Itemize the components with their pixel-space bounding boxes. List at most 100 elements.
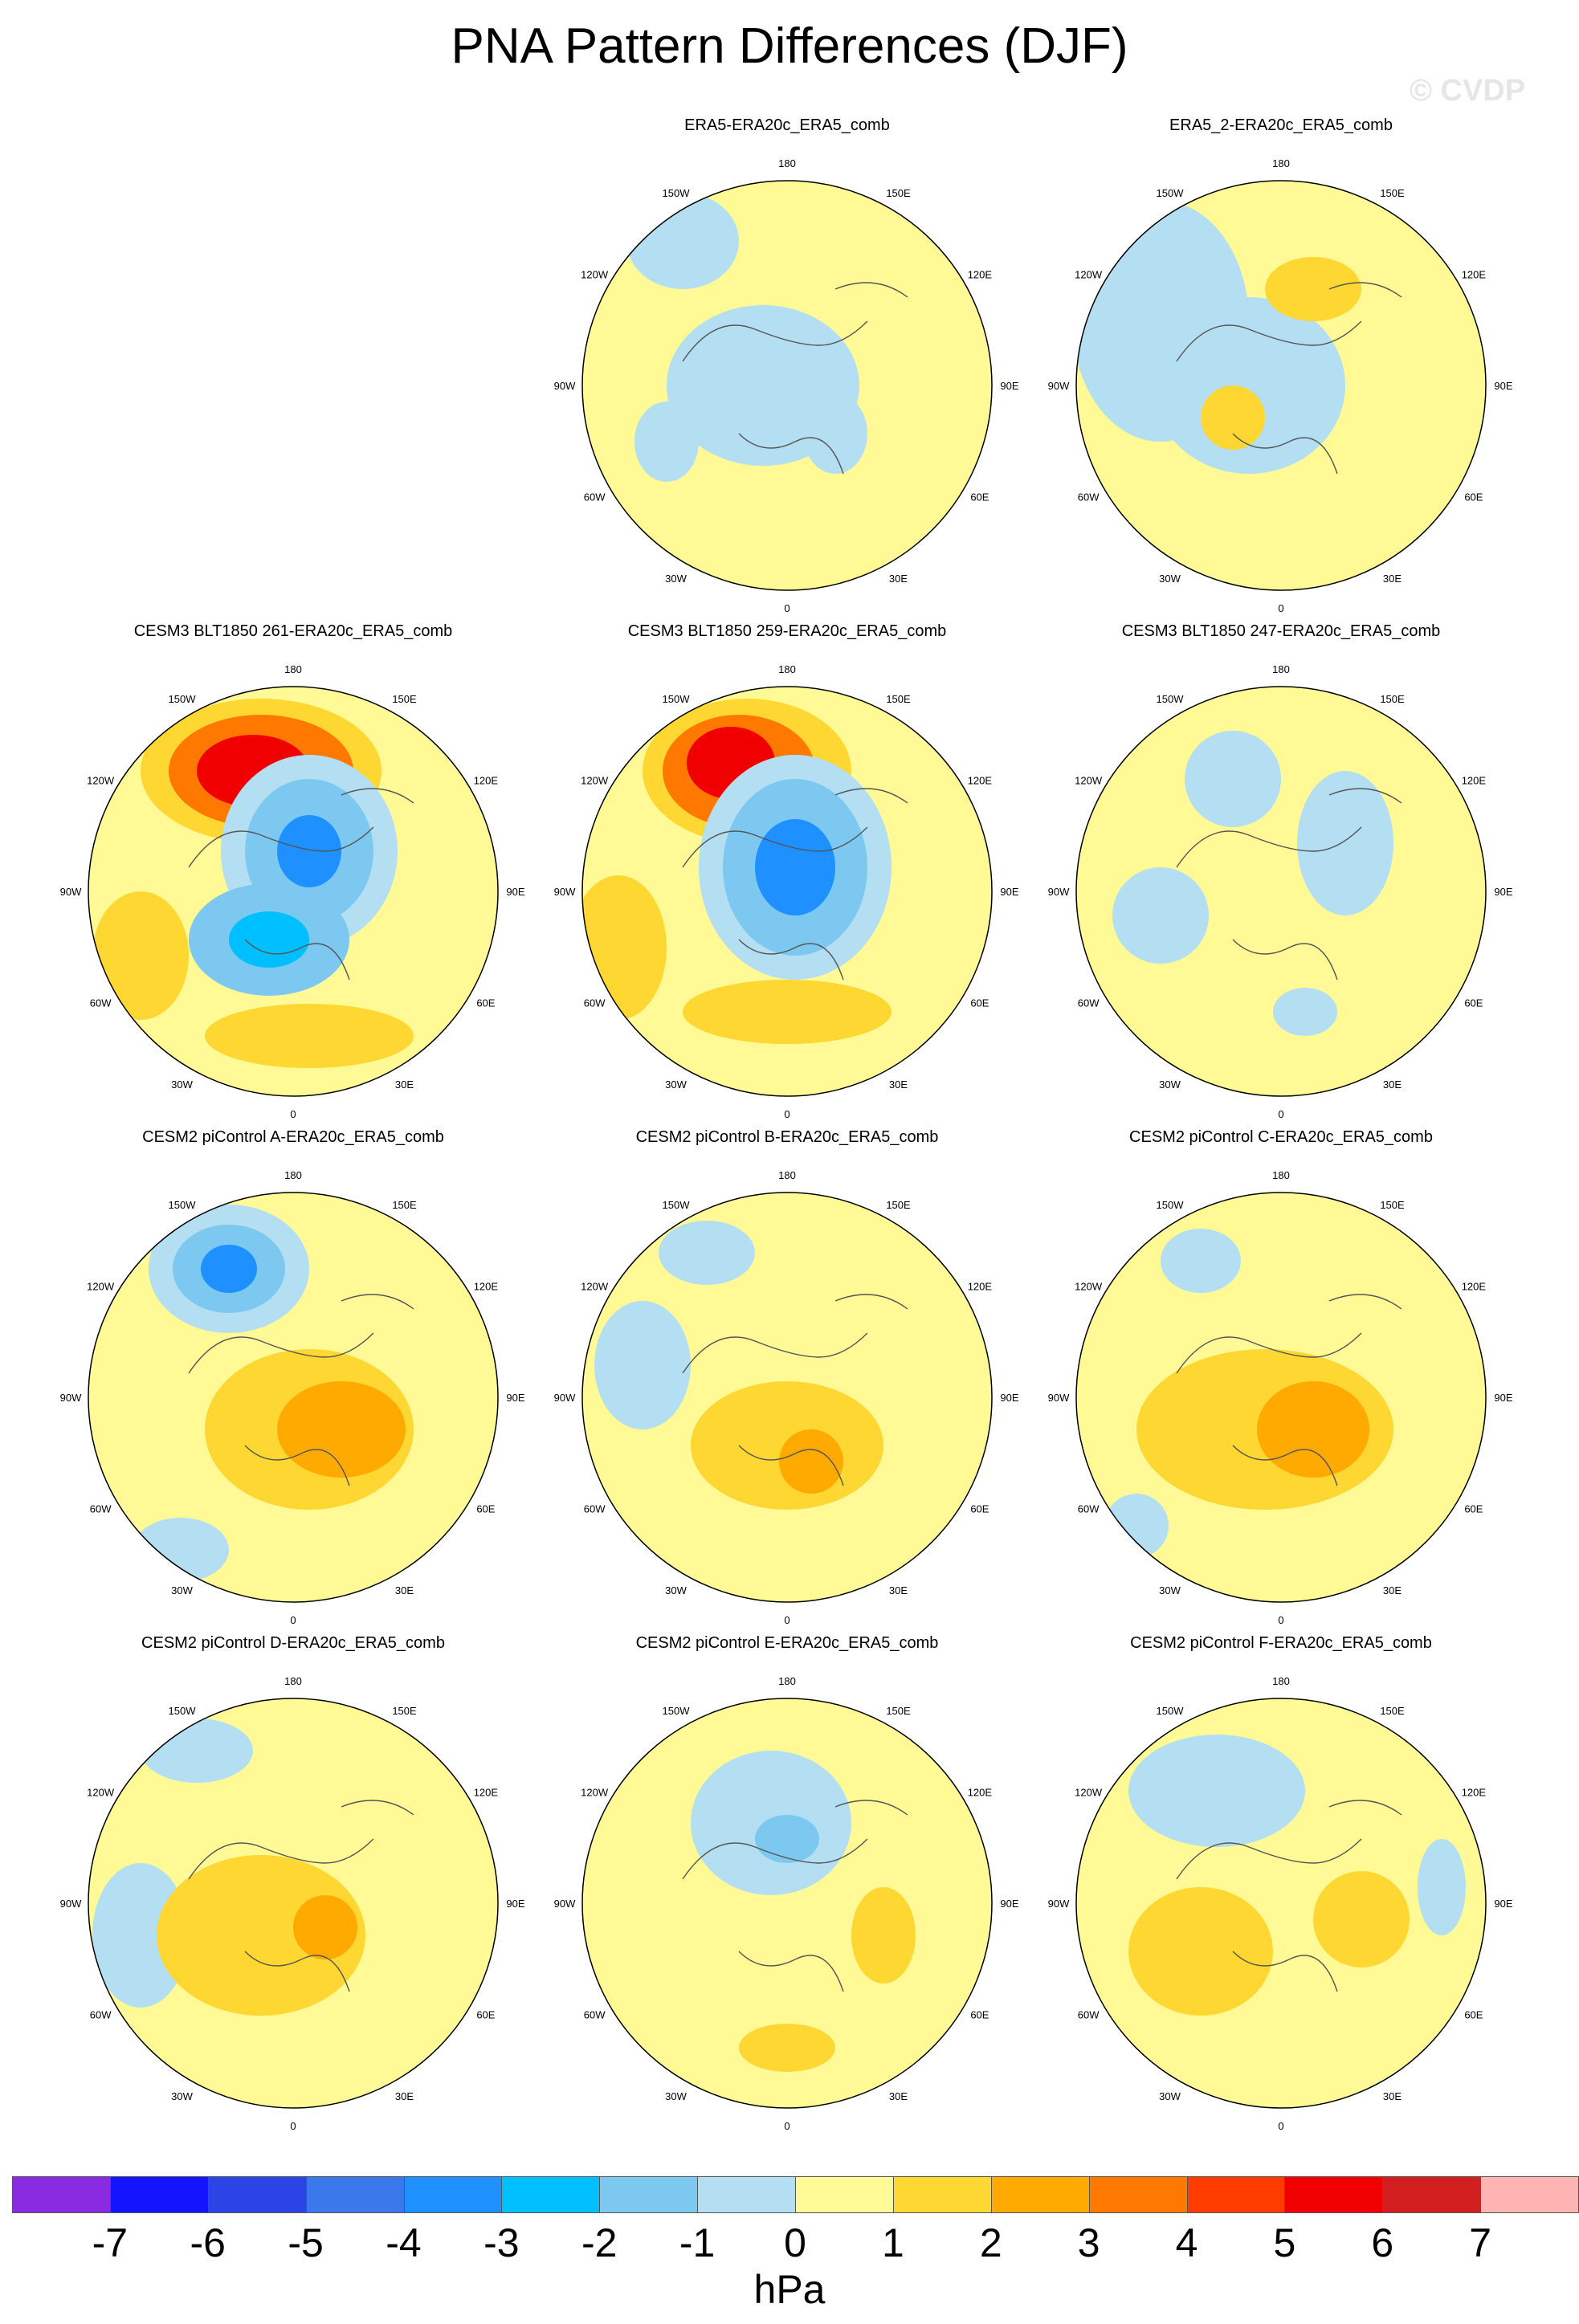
polar-map: 180 150E 120E 90E 60E 30E 0 30W 60W 90W 120W 150W [554, 1675, 1019, 2132]
polar-map: 180 150E 120E 90E 60E 30E 0 30W 60W 90W 120W 150W [60, 1675, 525, 2132]
anomaly-contour [803, 393, 867, 474]
polar-map: 180 150E 120E 90E 60E 30E 0 30W 60W 90W 120W 150W [1048, 663, 1513, 1120]
anomaly-contour [1418, 1839, 1466, 1935]
longitude-label: 60W [584, 491, 606, 504]
longitude-label: 30W [1159, 1584, 1181, 1596]
longitude-label: 150W [663, 1199, 691, 1211]
longitude-label: 150E [1380, 1199, 1405, 1211]
polar-map: 180 150E 120E 90E 60E 30E 0 30W 60W 90W 120W 150W [1048, 157, 1513, 614]
colorbar-swatch [990, 2176, 1090, 2213]
panel-title: CESM3 BLT1850 259-ERA20c_ERA5_comb [627, 622, 947, 640]
map-border [88, 1698, 499, 2109]
longitude-label: 60W [1078, 491, 1100, 504]
longitude-label: 90E [1000, 380, 1018, 392]
anomaly-contour [229, 911, 309, 968]
longitude-label: 60E [970, 1503, 989, 1515]
longitude-label: 150E [886, 693, 911, 705]
longitude-label: 60E [1464, 997, 1483, 1009]
longitude-label: 150W [1157, 187, 1185, 199]
map-panel: CESM2 piControl C-ERA20c_ERA5_comb 180 150… [1024, 1128, 1538, 1642]
longitude-label: 120W [581, 269, 609, 281]
polar-map: 180 150E 120E 90E 60E 30E 0 30W 60W 90W 120W 150W [1048, 1675, 1513, 2132]
colorbar-tick-label: -2 [581, 2220, 618, 2265]
panel-title: CESM2 piControl D-ERA20c_ERA5_comb [141, 1634, 445, 1652]
longitude-label: 150E [886, 187, 911, 199]
longitude-label: 120W [581, 1787, 609, 1799]
longitude-label: 0 [290, 2120, 296, 2132]
longitude-label: 150E [392, 1199, 417, 1211]
colorbar-swatch [1382, 2176, 1482, 2213]
longitude-label: 30W [1159, 573, 1181, 585]
longitude-label: 180 [778, 1169, 796, 1181]
colorbar-tick-label: 4 [1175, 2220, 1198, 2265]
longitude-label: 0 [784, 602, 790, 614]
longitude-label: 90E [1494, 1898, 1512, 1910]
longitude-label: 150W [1157, 693, 1185, 705]
longitude-label: 90E [1494, 380, 1512, 392]
longitude-label: 120E [968, 269, 993, 281]
watermark: © CVDP [1410, 74, 1526, 108]
longitude-label: 90E [1000, 886, 1018, 898]
colorbar-tick-label: 6 [1371, 2220, 1394, 2265]
longitude-label: 90W [554, 1898, 576, 1910]
longitude-label: 60E [970, 997, 989, 1009]
panel-title: CESM2 piControl A-ERA20c_ERA5_comb [142, 1128, 444, 1146]
longitude-label: 150E [1380, 187, 1405, 199]
colorbar-tick-label: -1 [679, 2220, 716, 2265]
map-border [88, 1192, 499, 1603]
colorbar-tick-label: -3 [483, 2220, 520, 2265]
longitude-label: 0 [1278, 1614, 1283, 1626]
longitude-label: 30W [171, 2090, 193, 2102]
map-panel: ERA5_2-ERA20c_ERA5_comb 180 150E 120E 90E 60E… [1024, 116, 1538, 630]
map-border [1075, 180, 1487, 591]
coastline [682, 788, 908, 981]
anomaly-contour [1257, 1381, 1369, 1478]
anomaly-contour [277, 1381, 406, 1478]
longitude-label: 120E [1462, 1281, 1487, 1293]
longitude-label: 90W [60, 1898, 82, 1910]
colorbar-swatch [207, 2176, 307, 2213]
colorbar-tick-label: -7 [92, 2220, 129, 2265]
longitude-label: 120E [474, 775, 499, 787]
colorbar-tick-label: 3 [1077, 2220, 1100, 2265]
coastline [682, 1800, 908, 1992]
longitude-label: 30E [1383, 2090, 1402, 2102]
longitude-label: 30E [889, 1584, 908, 1596]
colorbar-swatch [501, 2176, 601, 2213]
map-panel: CESM2 piControl B-ERA20c_ERA5_comb 180 150… [530, 1128, 1044, 1642]
coastline [682, 282, 908, 475]
anomaly-contour [739, 2024, 835, 2072]
longitude-label: 90E [1000, 1898, 1018, 1910]
coastline [682, 1294, 908, 1486]
longitude-label: 0 [290, 1614, 296, 1626]
anomaly-contour [1128, 1735, 1305, 1847]
longitude-label: 120E [474, 1787, 499, 1799]
longitude-label: 0 [784, 1614, 790, 1626]
longitude-label: 150E [886, 1199, 911, 1211]
longitude-label: 60E [1464, 491, 1483, 504]
anomaly-contour [626, 193, 739, 289]
longitude-label: 90W [1048, 380, 1070, 392]
map-panel: CESM3 BLT1850 247-ERA20c_ERA5_comb 180 150… [1024, 622, 1538, 1136]
colorbar-swatch [697, 2176, 796, 2213]
map-border [581, 1192, 993, 1603]
panel-title: CESM2 piControl B-ERA20c_ERA5_comb [635, 1128, 939, 1146]
longitude-label: 30E [395, 1584, 414, 1596]
colorbar-tick-label: 2 [979, 2220, 1002, 2265]
longitude-label: 90W [554, 380, 576, 392]
colorbar-tick-label: -5 [288, 2220, 324, 2265]
longitude-label: 60W [584, 2009, 606, 2021]
longitude-label: 180 [778, 157, 796, 169]
coastline [188, 788, 414, 981]
colorbar-units: hPa [753, 2267, 826, 2312]
longitude-label: 120E [474, 1281, 499, 1293]
panel-title: CESM3 BLT1850 261-ERA20c_ERA5_comb [133, 622, 453, 640]
longitude-label: 150E [1380, 693, 1405, 705]
anomaly-contour [92, 891, 189, 1020]
map-border [1075, 1698, 1487, 2109]
longitude-label: 90E [1494, 886, 1512, 898]
coastline [188, 1800, 414, 1992]
longitude-label: 90E [1494, 1392, 1512, 1404]
map-border [88, 686, 499, 1097]
longitude-label: 150W [169, 1705, 197, 1717]
